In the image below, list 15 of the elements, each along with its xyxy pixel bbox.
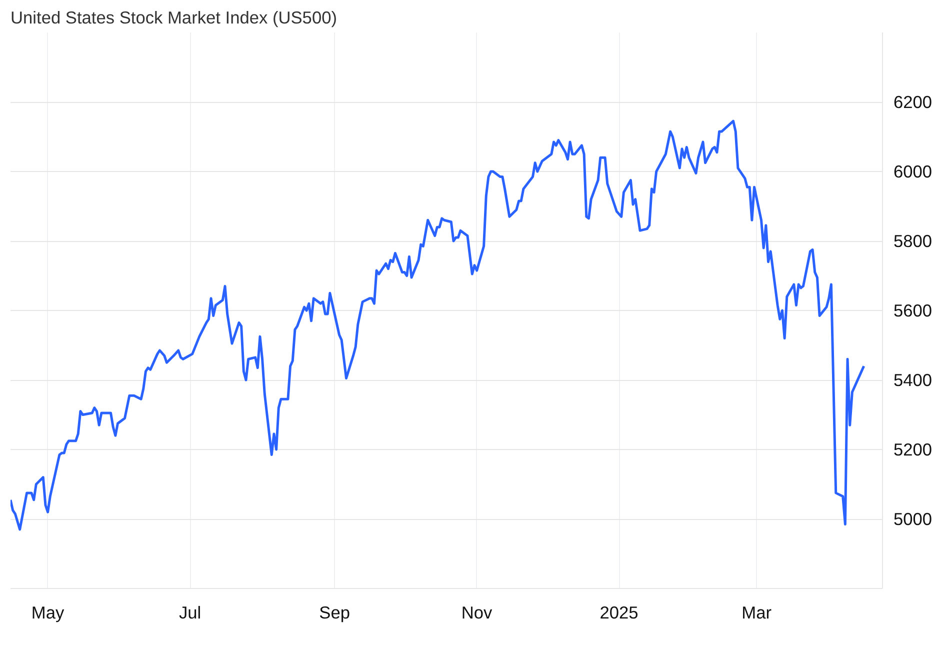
x-tick-label: Nov bbox=[461, 602, 493, 622]
line-series bbox=[10, 120, 866, 531]
x-tick-label: Sep bbox=[319, 602, 350, 622]
y-tick-label: 5600 bbox=[894, 300, 932, 320]
y-tick-label: 5200 bbox=[894, 440, 932, 460]
y-tick-label: 5400 bbox=[894, 370, 932, 390]
chart-title: United States Stock Market Index (US500) bbox=[10, 8, 337, 28]
y-tick-label: 5000 bbox=[894, 509, 932, 529]
y-tick-label: 6200 bbox=[894, 92, 932, 112]
x-tick-label: Jul bbox=[178, 602, 202, 622]
x-tick-label: May bbox=[31, 602, 65, 622]
x-tick-label: 2025 bbox=[600, 602, 638, 622]
y-tick-label: 6000 bbox=[894, 162, 932, 182]
x-tick-label: Mar bbox=[742, 602, 772, 622]
y-tick-label: 5800 bbox=[894, 231, 932, 251]
